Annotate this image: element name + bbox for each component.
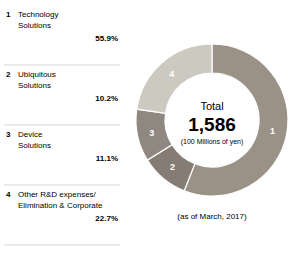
slice-label: 1 [270, 126, 275, 136]
legend-number: 3 [6, 130, 11, 139]
total: 1,586 [188, 114, 236, 135]
separator [4, 185, 120, 186]
legend-value: 55.9% [95, 34, 118, 43]
slice-label: 2 [170, 162, 175, 172]
legend-item: 2 UbiquitousSolutions 10.2% [4, 70, 120, 125]
legend-label: Other R&D expenses/Elimination & Corpora… [18, 190, 103, 210]
title: Total [200, 100, 223, 112]
legend-item: 1 TechnologySolutions 55.9% [4, 10, 120, 65]
legend-item: 4 Other R&D expenses/Elimination & Corpor… [4, 190, 120, 245]
legend-value: 11.1% [96, 154, 118, 163]
legend-label: TechnologySolutions [18, 10, 58, 30]
donut [136, 44, 288, 196]
legend-number: 1 [6, 10, 11, 19]
legend-value: 10.2% [95, 94, 118, 103]
separator [4, 245, 120, 246]
slice-labels: 1 2 3 4 Total 1,586 (100 Millions of yen) [149, 69, 275, 173]
slice-label: 4 [169, 69, 174, 79]
legend-label: UbiquitousSolutions [18, 70, 56, 90]
legend-label: DeviceSolutions [18, 130, 51, 150]
subtitle: (as of March, 2017) [177, 212, 247, 221]
chart: 1 2 3 4 Total 1,586 (100 Millions of yen) (as o… [0, 0, 300, 256]
separator [4, 125, 120, 126]
legend-number: 2 [6, 70, 11, 79]
slice [136, 109, 172, 160]
unit: (100 Millions of yen) [181, 138, 244, 146]
legend-number: 4 [6, 190, 11, 199]
legend-value: 22.7% [95, 214, 118, 223]
separator [4, 65, 120, 66]
slice-label: 3 [149, 128, 154, 138]
legend: 1 TechnologySolutions 55.9% 2 UbiquitousSolu… [4, 10, 120, 245]
legend-item: 3 DeviceSolutions 11.1% [4, 130, 120, 185]
